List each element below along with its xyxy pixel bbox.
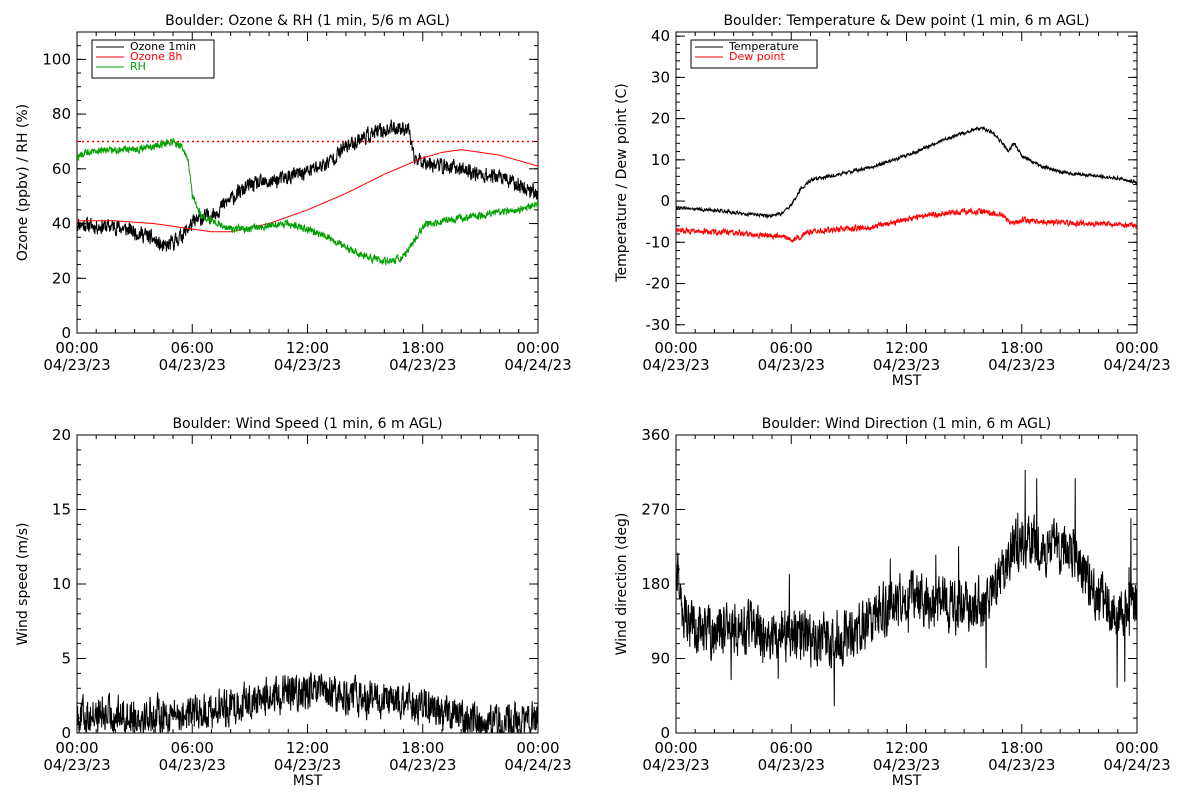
chart-2-ytick-label: 20 [52,426,71,444]
chart-1-ytick-label: -30 [646,316,671,334]
chart-2-xtick-date: 04/23/23 [159,756,226,774]
chart-1-ytick-label: 10 [651,151,670,169]
chart-2-ytick-label: 5 [61,650,71,668]
chart-3-xtick-date: 04/23/23 [758,756,825,774]
chart-0-ytick-label: 40 [52,215,71,233]
chart-1-ytick-label: 0 [660,192,670,210]
chart-0-xtick-date: 04/23/23 [274,356,341,374]
chart-3-ytick-label: 90 [651,650,670,668]
chart-1-title: Boulder: Temperature & Dew point (1 min,… [723,13,1089,29]
chart-0-xtick-date: 04/24/23 [504,356,571,374]
chart-3-title: Boulder: Wind Direction (1 min, 6 m AGL) [762,416,1051,432]
chart-3-xlabel: MST [892,773,922,789]
chart-0-ylabel: Ozone (ppbv) / RH (%) [15,104,31,261]
chart-2-xtick-date: 04/23/23 [274,756,341,774]
chart-0-ytick-label: 80 [52,105,71,123]
chart-3-ytick-label: 0 [660,724,670,742]
chart-0-title: Boulder: Ozone & RH (1 min, 5/6 m AGL) [165,13,450,29]
chart-1-ytick-label: -10 [646,233,671,251]
chart-1-legend-entry: Dew point [729,50,785,63]
chart-3-xtick-time: 18:00 [1000,739,1043,757]
chart-0-xtick-date: 04/23/23 [389,356,456,374]
chart-1-xtick-date: 04/23/23 [873,356,940,374]
chart-2-ytick-label: 0 [61,724,71,742]
chart-3-ytick-label: 360 [641,426,670,444]
chart-3-xtick-date: 04/23/23 [873,756,940,774]
chart-1-ylabel: Temperature / Dew point (C) [614,83,630,282]
chart-1-xtick-time: 00:00 [654,339,697,357]
chart-1-xtick-date: 04/23/23 [988,356,1055,374]
chart-2-xtick-date: 04/23/23 [43,756,110,774]
chart-0-xtick-time: 06:00 [171,339,214,357]
chart-2-ytick-label: 15 [52,501,71,519]
chart-3-frame [675,434,1138,734]
chart-1-xtick-date: 04/23/23 [758,356,825,374]
chart-1-xtick-date: 04/24/23 [1103,356,1170,374]
chart-0-legend-entry: Ozone 1min [130,40,196,53]
chart-0-xtick-time: 12:00 [286,339,329,357]
chart-2-xtick-time: 12:00 [286,739,329,757]
chart-0-ytick-label: 0 [61,324,71,342]
chart-0-series-2-line [77,138,538,266]
chart-0-xtick-time: 00:00 [55,339,98,357]
chart-0-xtick-date: 04/23/23 [159,356,226,374]
chart-0-xtick-time: 18:00 [401,339,444,357]
chart-2-xtick-date: 04/23/23 [389,756,456,774]
chart-1-legend-entry: Temperature [728,40,799,53]
chart-1-xtick-time: 06:00 [770,339,813,357]
chart-3-xtick-time: 00:00 [1115,739,1158,757]
chart-3-xtick-date: 04/23/23 [642,756,709,774]
chart-0-ytick-label: 60 [52,160,71,178]
chart-3-xtick-date: 04/24/23 [1103,756,1170,774]
chart-1-ytick-label: 30 [651,68,670,86]
chart-1-xlabel: MST [892,373,922,389]
chart-0-legend-entry: RH [130,60,146,73]
chart-2-ytick-label: 10 [52,575,71,593]
chart-0-ytick-label: 20 [52,269,71,287]
chart-0-series-0-line [77,119,538,252]
chart-1-frame [675,31,1138,334]
chart-1-ytick-label: 40 [651,27,670,45]
chart-0-xtick-date: 04/23/23 [43,356,110,374]
chart-1-ytick-label: 20 [651,110,670,128]
chart-0-series-1-line [77,149,538,233]
chart-1-series-0-line [676,126,1137,220]
chart-0-xtick-time: 00:00 [516,339,559,357]
chart-3-xtick-time: 12:00 [885,739,928,757]
chart-2-xtick-time: 00:00 [55,739,98,757]
chart-3-ytick-label: 180 [641,575,670,593]
chart-3-ylabel: Wind direction (deg) [614,513,630,656]
chart-2-ylabel: Wind speed (m/s) [15,523,31,646]
chart-1-xtick-time: 18:00 [1000,339,1043,357]
chart-3-ytick-label: 270 [641,501,670,519]
chart-0-legend [91,39,215,79]
chart-3-series-0-line [676,469,1137,707]
chart-2-xtick-date: 04/24/23 [504,756,571,774]
chart-1-xtick-date: 04/23/23 [642,356,709,374]
chart-1-ytick-label: -20 [646,275,671,293]
chart-1-xtick-time: 12:00 [885,339,928,357]
chart-0-legend-entry: Ozone 8h [130,50,182,63]
chart-2-xtick-time: 18:00 [401,739,444,757]
chart-3-xtick-time: 00:00 [654,739,697,757]
chart-3-xtick-date: 04/23/23 [988,756,1055,774]
chart-3-xtick-time: 06:00 [770,739,813,757]
chart-1-legend [690,39,818,69]
chart-2-xlabel: MST [293,773,323,789]
chart-1-series-1-line [676,207,1137,243]
chart-0-ytick-label: 100 [42,50,71,68]
chart-2-xtick-time: 06:00 [171,739,214,757]
chart-1-xtick-time: 00:00 [1115,339,1158,357]
chart-2-series-0-line [77,671,538,733]
chart-2-title: Boulder: Wind Speed (1 min, 6 m AGL) [172,416,442,432]
chart-2-xtick-time: 00:00 [516,739,559,757]
